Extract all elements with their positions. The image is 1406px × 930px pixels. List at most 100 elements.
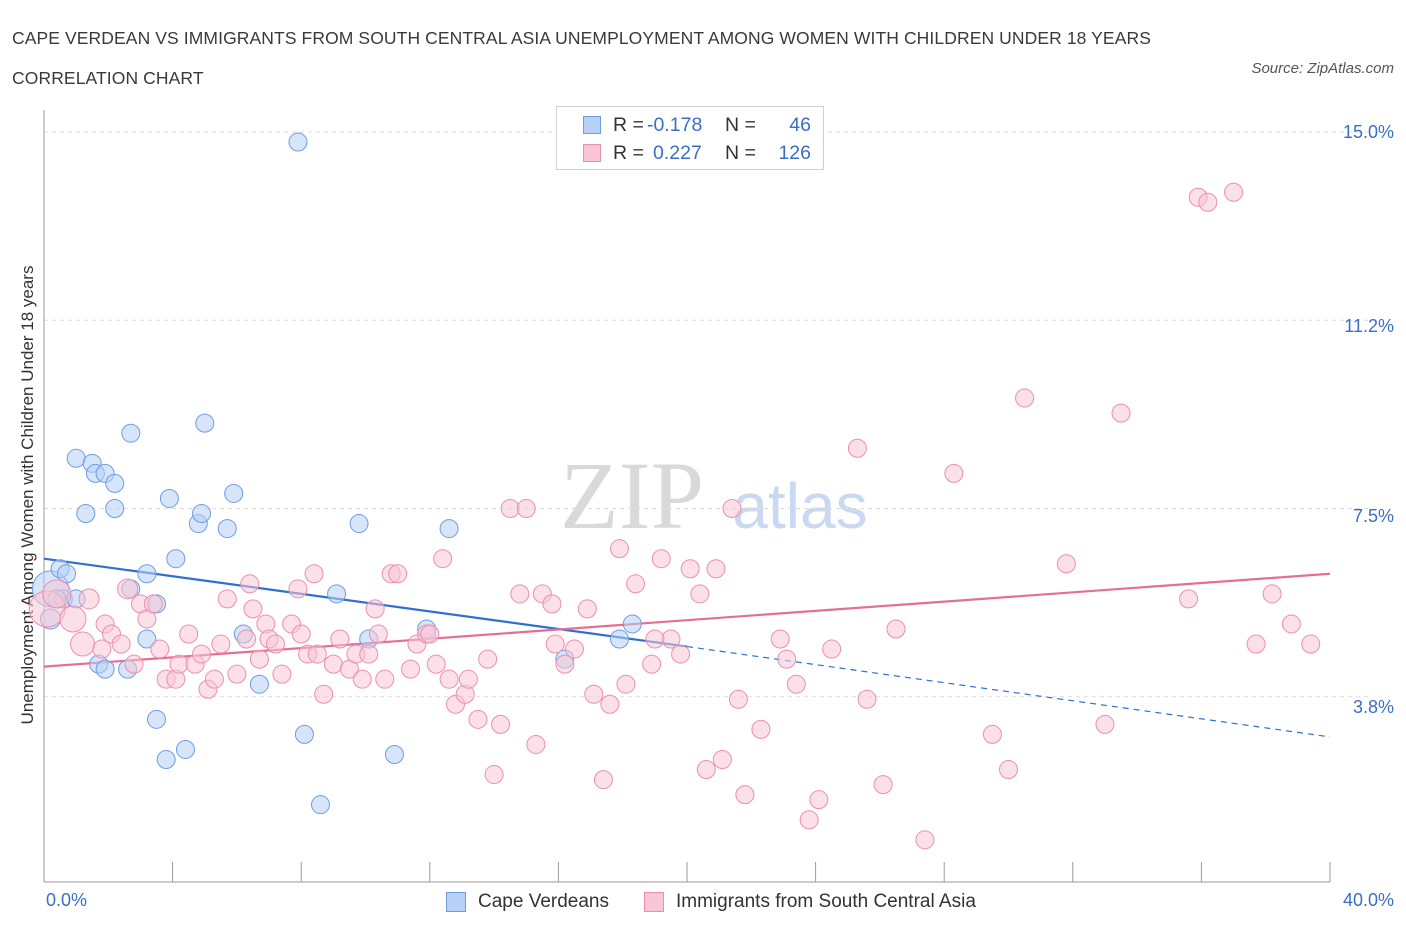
south-central-asia-point [365, 599, 385, 619]
south-central-asia-point [179, 624, 199, 644]
south-central-asia-point [786, 674, 806, 694]
south-central-asia-point [458, 669, 478, 689]
south-central-asia-point [593, 770, 613, 790]
cape-verdean-point [349, 514, 369, 534]
y-tick-label: 7.5% [1352, 506, 1394, 526]
x-tick-min: 0.0% [46, 890, 88, 910]
south-central-asia-point [111, 634, 131, 654]
cape-verdean-point [622, 614, 642, 634]
south-central-asia-point [671, 644, 691, 664]
south-central-asia-point [204, 669, 224, 689]
south-central-asia-point [143, 594, 163, 614]
south-central-asia-point [192, 644, 212, 664]
legend-swatch-blue [446, 892, 466, 912]
south-central-asia-point [1179, 589, 1199, 609]
legend-swatch-blue [583, 116, 601, 134]
south-central-asia-point [304, 564, 324, 584]
south-central-asia-point [886, 619, 906, 639]
south-central-asia-point [799, 810, 819, 830]
south-central-asia-point [728, 689, 748, 709]
south-central-asia-point [330, 629, 350, 649]
cape-verdean-trend-extension [686, 645, 1331, 738]
south-central-asia-point [1301, 634, 1321, 654]
cape-verdean-point [217, 519, 237, 539]
south-central-asia-point [217, 589, 237, 609]
south-central-asia-point [59, 605, 87, 633]
south-central-asia-point [117, 578, 139, 600]
south-central-asia-point [265, 634, 285, 654]
cape-verdean-point [137, 564, 157, 584]
south-central-asia-point [352, 669, 372, 689]
cape-verdean-point [192, 504, 212, 524]
cape-verdean-point [76, 504, 96, 524]
south-central-asia-point [240, 574, 260, 594]
cape-verdean-point [105, 499, 125, 518]
legend-swatch-pink [644, 892, 664, 912]
cape-verdean-point [310, 795, 330, 815]
cape-verdean-point [175, 739, 195, 759]
south-central-asia-point [288, 579, 308, 599]
south-central-asia-point [1224, 182, 1244, 202]
south-central-asia-point [510, 584, 530, 604]
south-central-asia-point [169, 654, 189, 674]
south-central-asia-point [751, 719, 771, 739]
south-central-asia-point [944, 463, 964, 483]
south-central-asia-point [651, 549, 671, 569]
cape-verdean-point [195, 413, 215, 433]
south-central-asia-point [439, 669, 459, 689]
south-central-asia-point [777, 649, 797, 669]
south-central-asia-point [249, 649, 269, 669]
y-tick-label: 3.8% [1352, 697, 1394, 717]
south-central-asia-point [712, 750, 732, 769]
south-central-asia-point [722, 499, 742, 518]
south-central-asia-point [1281, 614, 1301, 634]
cape-verdean-point [249, 674, 269, 694]
south-central-asia-point [237, 629, 257, 649]
south-central-asia-point [915, 830, 935, 850]
south-central-asia-point [526, 734, 546, 754]
south-central-asia-point [211, 634, 231, 654]
cape-verdean-point [57, 564, 77, 584]
south-central-asia-point [478, 649, 498, 669]
cape-verdean-point [159, 488, 179, 508]
south-central-asia-point [491, 714, 511, 734]
south-central-asia-point [484, 765, 504, 785]
south-central-asia-point [1198, 192, 1218, 212]
south-central-asia-point [542, 594, 562, 614]
south-central-asia-point [999, 760, 1018, 780]
legend-n-value: 46 [789, 114, 811, 136]
south-central-asia-point [873, 775, 893, 795]
legend-n-label: N = [725, 142, 756, 164]
south-central-asia-point [1015, 388, 1035, 408]
south-central-asia-point [735, 785, 755, 805]
south-central-asia-point [1056, 554, 1076, 574]
y-tick-label: 15.0% [1342, 122, 1394, 142]
south-central-asia-point [1111, 403, 1131, 423]
south-central-asia-point [616, 674, 636, 694]
south-central-asia-point [359, 644, 379, 664]
cape-verdean-point [156, 750, 176, 769]
south-central-asia-point [1095, 714, 1115, 734]
south-central-asia-point [847, 438, 867, 458]
source-note: Source: ZipAtlas.com [1251, 60, 1394, 77]
south-central-asia-point [150, 639, 170, 659]
south-central-asia-point [227, 664, 247, 684]
south-central-asia-point [314, 684, 334, 704]
cape-verdean-point [609, 629, 629, 649]
legend-r-value: -0.178 [647, 114, 703, 136]
legend-r-label: R = [613, 114, 644, 136]
stats-legend: R = -0.178 N = 46 R = 0.227 N = 126 [556, 106, 824, 170]
south-central-asia-point [420, 624, 440, 644]
south-central-asia-point [272, 664, 292, 684]
south-central-asia-point [809, 790, 829, 810]
south-central-asia-point [468, 709, 488, 729]
south-central-asia-point [375, 669, 395, 689]
south-central-asia-point [690, 584, 710, 604]
chart-title: CAPE VERDEAN VS IMMIGRANTS FROM SOUTH CE… [12, 28, 1151, 88]
south-central-asia-point [626, 574, 646, 594]
cape-verdean-point [166, 549, 186, 569]
legend-swatch-pink [583, 144, 601, 162]
legend-n-value: 126 [778, 142, 811, 164]
south-central-asia-point [433, 549, 453, 569]
